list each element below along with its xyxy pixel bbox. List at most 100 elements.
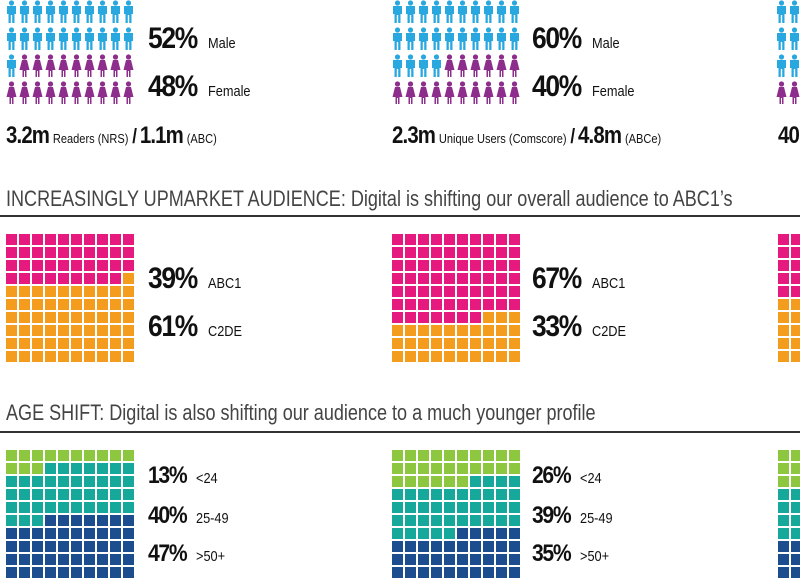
- social-grade-cell: [778, 273, 789, 284]
- age-cell: [496, 554, 507, 565]
- social-grade-cell: [6, 338, 17, 349]
- social-grade-cell: [19, 286, 30, 297]
- male-person-icon: [33, 27, 42, 50]
- male-person-icon: [458, 27, 467, 50]
- age-cell: [457, 567, 468, 578]
- social-grade-cell: [84, 312, 95, 323]
- age-cell: [58, 489, 69, 500]
- female-person-icon: [6, 81, 17, 104]
- age-shift-divider: [0, 431, 800, 433]
- age-cell: [405, 528, 416, 539]
- male-person-icon: [458, 0, 467, 23]
- age-cell: [6, 489, 17, 500]
- male-person-icon: [484, 0, 493, 23]
- social-grade-cell: [778, 338, 789, 349]
- social-grade-cell: [123, 234, 134, 245]
- age-cell: [84, 476, 95, 487]
- social-grade-cell: [405, 299, 416, 310]
- age-cell: [431, 489, 442, 500]
- age-cell: [123, 515, 134, 526]
- age-cell: [71, 528, 82, 539]
- age-cell: [470, 541, 481, 552]
- female-person-icon: [97, 81, 108, 104]
- age-cell: [45, 528, 56, 539]
- social-grade-cell: [123, 312, 134, 323]
- social-grade-cell: [418, 260, 429, 271]
- social-grade-cell: [110, 338, 121, 349]
- social-grade-cell: [509, 260, 520, 271]
- age-cell: [431, 554, 442, 565]
- male-person-icon: [393, 54, 402, 77]
- social-grade-cell: [123, 247, 134, 258]
- age-cell: [405, 502, 416, 513]
- age-cell: [405, 489, 416, 500]
- male-person-icon: [124, 0, 133, 23]
- age-cell: [71, 541, 82, 552]
- age-cell: [123, 541, 134, 552]
- social-grade-cell: [470, 312, 481, 323]
- social-grade-cell: [470, 325, 481, 336]
- female-person-icon: [776, 81, 787, 104]
- age-cell: [431, 567, 442, 578]
- male-person-icon: [497, 27, 506, 50]
- social-grade-cell: [392, 299, 403, 310]
- male-person-icon: [406, 27, 415, 50]
- age-cell: [418, 515, 429, 526]
- age-cell: [791, 476, 800, 487]
- social-grade-cell: [58, 312, 69, 323]
- social-grade-cell: [6, 351, 17, 362]
- male-stat-online: 60% Male: [532, 22, 620, 55]
- male-person-icon: [85, 27, 94, 50]
- age-cell: [71, 476, 82, 487]
- female-person-icon: [84, 81, 95, 104]
- female-person-icon: [405, 81, 416, 104]
- social-grade-cell: [431, 299, 442, 310]
- age-cell: [58, 541, 69, 552]
- social-grade-cell: [457, 312, 468, 323]
- age-cell: [496, 463, 507, 474]
- age-cell: [496, 528, 507, 539]
- age-cell: [392, 515, 403, 526]
- social-grade-cell: [496, 351, 507, 362]
- age-cell: [778, 502, 789, 513]
- age-cell: [19, 554, 30, 565]
- age-cell: [418, 476, 429, 487]
- social-grade-cell: [97, 325, 108, 336]
- age-cell: [457, 541, 468, 552]
- social-grade-cell: [791, 325, 800, 336]
- age-cell: [110, 541, 121, 552]
- male-person-icon: [46, 0, 55, 23]
- social-grade-cell: [110, 260, 121, 271]
- age-cell: [444, 502, 455, 513]
- age-cell: [483, 541, 494, 552]
- social-grade-cell: [84, 247, 95, 258]
- social-grade-cell: [110, 234, 121, 245]
- female-person-icon: [110, 54, 121, 77]
- age-grid-readers: [6, 450, 136, 580]
- social-grade-cell: [405, 247, 416, 258]
- male-person-icon: [790, 27, 799, 50]
- social-grade-cell: [405, 312, 416, 323]
- social-grade-cell: [509, 247, 520, 258]
- age-cell: [791, 515, 800, 526]
- social-grade-cell: [778, 286, 789, 297]
- male-person-icon: [432, 54, 441, 77]
- age-cell: [58, 450, 69, 461]
- age-cell: [58, 567, 69, 578]
- age-cell: [444, 489, 455, 500]
- age-cell: [457, 515, 468, 526]
- social-grade-cell: [45, 338, 56, 349]
- social-grade-cell: [470, 338, 481, 349]
- female-person-icon: [457, 81, 468, 104]
- male-person-icon: [7, 54, 16, 77]
- age-cell: [791, 463, 800, 474]
- female-person-icon: [97, 54, 108, 77]
- age-cell: [45, 554, 56, 565]
- social-grade-cell: [84, 260, 95, 271]
- female-person-icon: [431, 81, 442, 104]
- age-cell: [97, 515, 108, 526]
- social-grade-cell: [431, 273, 442, 284]
- age-cell: [496, 515, 507, 526]
- age-cell: [58, 515, 69, 526]
- age-cell: [483, 567, 494, 578]
